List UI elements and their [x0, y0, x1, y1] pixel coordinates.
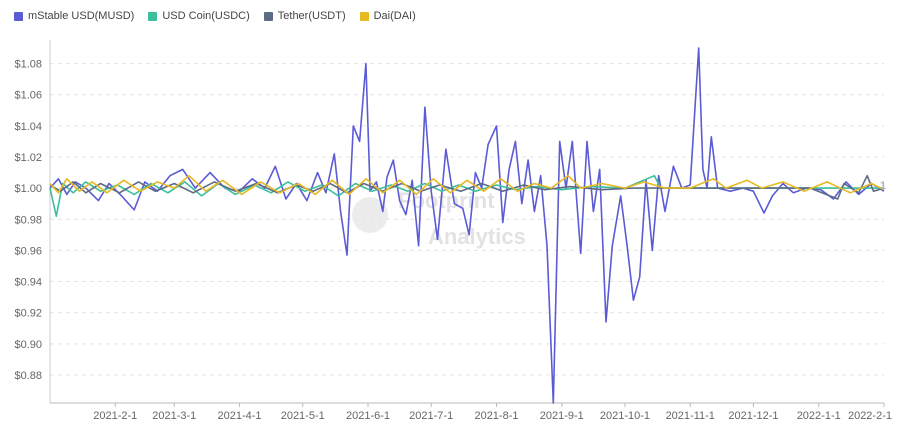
legend-label: USD Coin(USDC) — [162, 10, 250, 22]
x-tick-label: 2021-9-1 — [540, 410, 584, 422]
series-line-tether — [49, 174, 885, 200]
x-tick-label: 2021-12-1 — [728, 410, 778, 422]
legend-label: Dai(DAI) — [373, 10, 416, 22]
legend-label: mStable USD(MUSD) — [28, 10, 135, 22]
x-tick-label: 2022-1-1 — [797, 410, 841, 422]
x-tick-label: 2021-5-1 — [281, 410, 325, 422]
legend-item[interactable]: Tether(USDT) — [263, 10, 346, 22]
series-line-dai — [49, 174, 885, 196]
watermark-logo-icon — [352, 197, 388, 233]
x-tick-label: 2021-6-1 — [346, 410, 390, 422]
legend-swatch — [359, 11, 369, 21]
x-tick-label: 2021-8-1 — [474, 410, 518, 422]
y-tick-label: $1.06 — [14, 90, 42, 102]
end-value-label: 1 — [880, 180, 886, 192]
y-tick-label: $0.90 — [14, 339, 42, 351]
legend-item[interactable]: USD Coin(USDC) — [148, 10, 250, 22]
x-tick-label: 2022-2-1 — [848, 410, 892, 422]
legend-swatch — [14, 11, 23, 21]
y-tick-label: $0.96 — [14, 245, 42, 257]
y-tick-label: $1.00 — [14, 183, 42, 195]
watermark-text: Analytics — [428, 224, 526, 249]
legend-item[interactable]: Dai(DAI) — [359, 10, 416, 22]
x-tick-label: 2021-11-1 — [666, 410, 715, 422]
y-tick-label: $0.98 — [14, 214, 42, 226]
legend-label: Tether(USDT) — [277, 10, 346, 22]
series-line-mstable-usd — [49, 47, 885, 404]
y-tick-label: $0.88 — [14, 370, 42, 382]
legend-item[interactable]: mStable USD(MUSD) — [14, 10, 134, 22]
y-tick-label: $0.92 — [14, 308, 42, 320]
x-tick-label: 2021-2-1 — [93, 410, 137, 422]
legend-swatch — [263, 11, 273, 21]
legend-swatch — [148, 11, 158, 21]
y-tick-label: $1.08 — [14, 59, 42, 71]
chart-legend: mStable USD(MUSD) USD Coin(USDC) Tether(US… — [14, 10, 416, 22]
x-tick-label: 2021-3-1 — [152, 410, 196, 422]
x-tick-label: 2021-7-1 — [409, 410, 453, 422]
y-tick-label: $1.02 — [14, 152, 42, 164]
y-tick-label: $0.94 — [14, 277, 42, 289]
y-tick-label: $1.04 — [14, 121, 42, 133]
x-tick-label: 2021-10-1 — [600, 410, 650, 422]
x-tick-label: 2021-4-1 — [218, 410, 262, 422]
